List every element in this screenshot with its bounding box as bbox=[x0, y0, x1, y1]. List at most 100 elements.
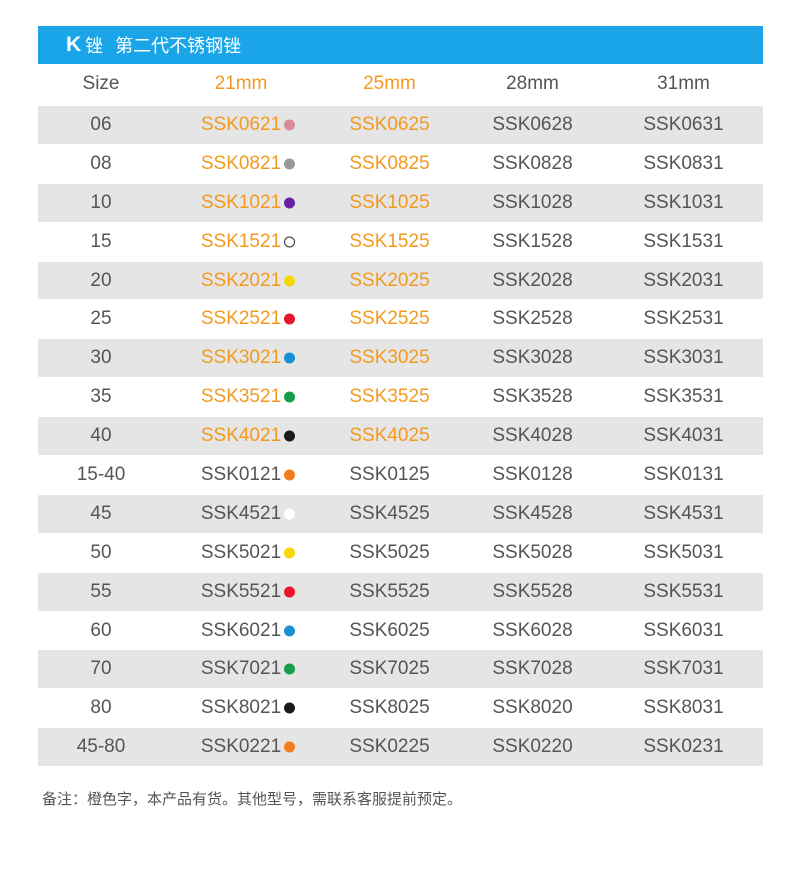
file-label: 锉 bbox=[85, 36, 104, 56]
part-number-c25: SSK1525 bbox=[318, 221, 461, 261]
size-cell: 15-40 bbox=[38, 455, 164, 494]
part-number-c28: SSK0828 bbox=[461, 143, 604, 183]
part-number-c31: SSK3031 bbox=[604, 338, 763, 378]
size-cell: 08 bbox=[38, 143, 164, 183]
col-31mm-header: 31mm bbox=[604, 64, 763, 105]
color-dot-icon bbox=[284, 430, 295, 442]
table-row: 50 SSK5021 SSK5025 SSK5028 SSK5031 bbox=[38, 532, 763, 572]
color-dot-icon bbox=[284, 158, 295, 170]
part-number-c25: SSK3025 bbox=[318, 338, 461, 378]
part-number-c25: SSK4525 bbox=[318, 493, 461, 533]
table-row: 15-40 SSK0121 SSK0125 SSK0128 SSK0131 bbox=[38, 455, 763, 494]
col-25mm-header: 25mm bbox=[318, 64, 461, 105]
size-cell: 40 bbox=[38, 416, 164, 456]
part-number-c25: SSK0825 bbox=[318, 143, 461, 183]
part-number-c28: SSK2028 bbox=[461, 260, 604, 300]
part-number-c25: SSK2525 bbox=[318, 299, 461, 338]
part-number-c25: SSK1025 bbox=[318, 182, 461, 222]
part-number-c25: SSK0225 bbox=[318, 727, 461, 767]
table-row: 30 SSK3021 SSK3025 SSK3028 SSK3031 bbox=[38, 338, 763, 378]
part-number-c25: SSK6025 bbox=[318, 610, 461, 650]
part-number-c21: SSK0121 bbox=[164, 455, 318, 494]
part-number-c28: SSK1528 bbox=[461, 221, 604, 261]
part-number-c28: SSK0628 bbox=[461, 105, 604, 144]
table-body: 06 SSK0621 SSK0625 SSK0628 SSK0631 08 SSK0821 S… bbox=[38, 105, 763, 767]
table-row: 80 SSK8021 SSK8025 SSK8020 SSK8031 bbox=[38, 688, 763, 727]
table-row: 55 SSK5521 SSK5525 SSK5528 SSK5531 bbox=[38, 571, 763, 611]
table-row: 35 SSK3521 SSK3525 SSK3528 SSK3531 bbox=[38, 377, 763, 416]
size-cell: 80 bbox=[38, 688, 164, 727]
part-number-c28: SSK3528 bbox=[461, 377, 604, 416]
part-number-c31: SSK2531 bbox=[604, 299, 763, 338]
size-cell: 15 bbox=[38, 221, 164, 261]
part-number-c25: SSK7025 bbox=[318, 649, 461, 689]
color-dot-icon bbox=[284, 352, 295, 364]
table-row: 08 SSK0821 SSK0825 SSK0828 SSK0831 bbox=[38, 143, 763, 183]
part-number-c21: SSK2521 bbox=[164, 299, 318, 338]
table-row: 60 SSK6021 SSK6025 SSK6028 SSK6031 bbox=[38, 610, 763, 650]
size-column-header: Size bbox=[38, 64, 164, 105]
part-number-c28: SSK3028 bbox=[461, 338, 604, 378]
color-dot-icon bbox=[284, 663, 295, 675]
color-dot-icon bbox=[284, 508, 295, 520]
table-row: 40 SSK4021 SSK4025 SSK4028 SSK4031 bbox=[38, 416, 763, 456]
part-number-c28: SSK0128 bbox=[461, 455, 604, 494]
part-number-c25: SSK5525 bbox=[318, 571, 461, 611]
size-cell: 06 bbox=[38, 105, 164, 144]
size-cell: 60 bbox=[38, 610, 164, 650]
part-number-c25: SSK2025 bbox=[318, 260, 461, 300]
part-number-c31: SSK0131 bbox=[604, 455, 763, 494]
part-number-c28: SSK0220 bbox=[461, 727, 604, 767]
part-number-c31: SSK7031 bbox=[604, 649, 763, 689]
part-number-c28: SSK4528 bbox=[461, 493, 604, 533]
part-number-c25: SSK5025 bbox=[318, 532, 461, 572]
color-dot-icon bbox=[284, 391, 295, 403]
part-number-c31: SSK4031 bbox=[604, 416, 763, 456]
part-number-c31: SSK0831 bbox=[604, 143, 763, 183]
color-dot-icon bbox=[284, 702, 295, 714]
k-label: K bbox=[66, 33, 82, 56]
table-row: 10 SSK1021 SSK1025 SSK1028 SSK1031 bbox=[38, 182, 763, 222]
part-number-c21: SSK1521 bbox=[164, 221, 318, 261]
part-number-c31: SSK1031 bbox=[604, 182, 763, 222]
part-number-c31: SSK4531 bbox=[604, 493, 763, 533]
part-number-c28: SSK2528 bbox=[461, 299, 604, 338]
table-row: 45 SSK4521 SSK4525 SSK4528 SSK4531 bbox=[38, 493, 763, 533]
part-number-c28: SSK5528 bbox=[461, 571, 604, 611]
part-number-c28: SSK5028 bbox=[461, 532, 604, 572]
color-dot-icon bbox=[284, 625, 295, 637]
color-dot-icon bbox=[284, 741, 295, 753]
color-dot-icon bbox=[284, 275, 295, 286]
size-cell: 30 bbox=[38, 338, 164, 378]
table-title: 第二代不锈钢锉 bbox=[115, 36, 242, 56]
part-number-c31: SSK0231 bbox=[604, 727, 763, 767]
part-number-c25: SSK0625 bbox=[318, 105, 461, 144]
size-cell: 45 bbox=[38, 493, 164, 533]
size-cell: 45-80 bbox=[38, 727, 164, 767]
table-row: 70 SSK7021 SSK7025 SSK7028 SSK7031 bbox=[38, 649, 763, 689]
part-number-c25: SSK0125 bbox=[318, 455, 461, 494]
size-cell: 20 bbox=[38, 260, 164, 300]
part-number-c31: SSK1531 bbox=[604, 221, 763, 261]
part-number-c21: SSK3521 bbox=[164, 377, 318, 416]
size-cell: 35 bbox=[38, 377, 164, 416]
table-row: 20 SSK2021 SSK2025 SSK2028 SSK2031 bbox=[38, 260, 763, 300]
color-dot-icon bbox=[284, 236, 295, 248]
product-table: Size 21mm 25mm 28mm 31mm 06 SSK0621 SSK062… bbox=[38, 64, 763, 767]
color-dot-icon bbox=[284, 197, 295, 209]
size-cell: 70 bbox=[38, 649, 164, 689]
part-number-c31: SSK5531 bbox=[604, 571, 763, 611]
color-dot-icon bbox=[284, 547, 295, 559]
color-dot-icon bbox=[284, 586, 295, 598]
part-number-c25: SSK4025 bbox=[318, 416, 461, 456]
table-row: 45-80 SSK0221 SSK0225 SSK0220 SSK0231 bbox=[38, 727, 763, 767]
part-number-c31: SSK3531 bbox=[604, 377, 763, 416]
part-number-c25: SSK8025 bbox=[318, 688, 461, 727]
part-number-c31: SSK5031 bbox=[604, 532, 763, 572]
color-dot-icon bbox=[284, 469, 295, 481]
color-dot-icon bbox=[284, 119, 295, 131]
part-number-c21: SSK1021 bbox=[164, 182, 318, 222]
part-number-c21: SSK5521 bbox=[164, 571, 318, 611]
color-dot-icon bbox=[284, 313, 295, 325]
header-row: Size 21mm 25mm 28mm 31mm bbox=[38, 64, 763, 105]
